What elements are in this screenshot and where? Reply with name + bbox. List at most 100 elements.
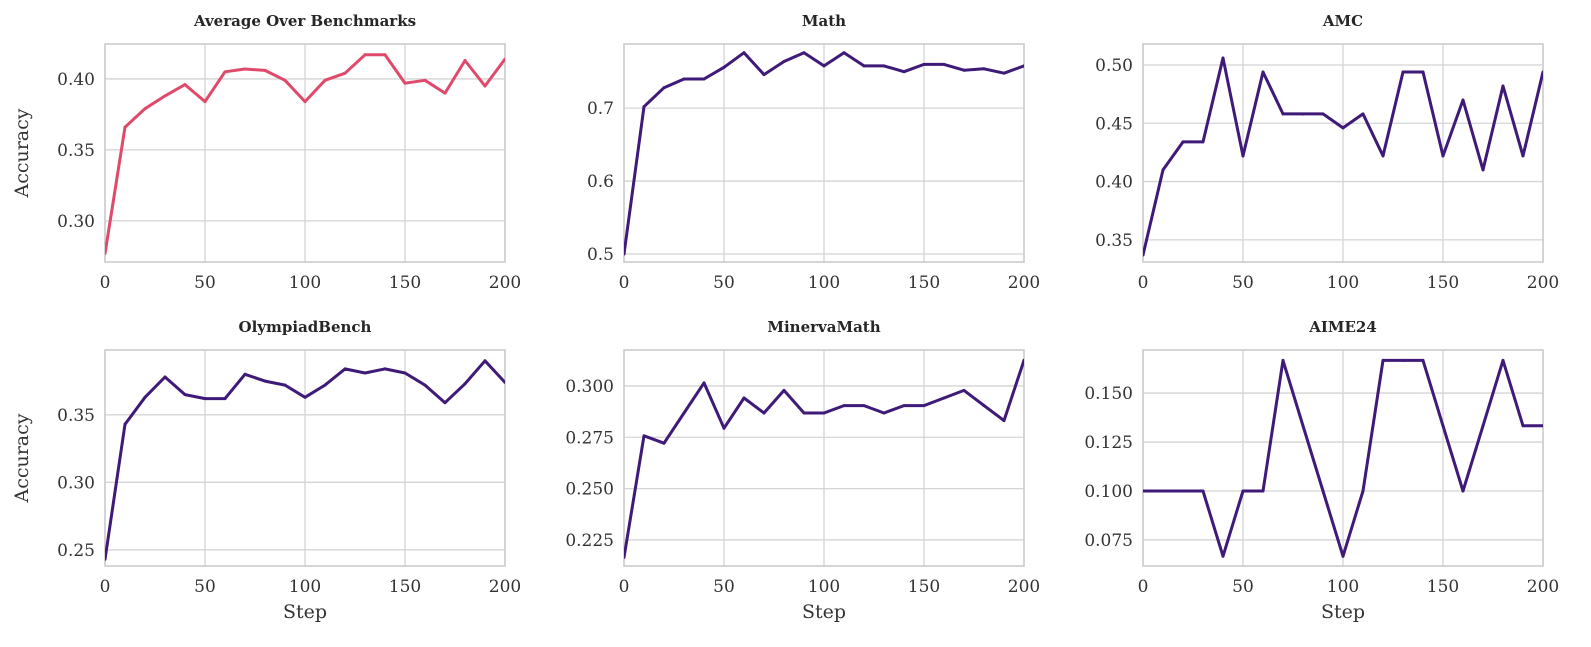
data-point [1341,126,1345,130]
data-point [143,107,147,111]
data-point [1401,358,1405,362]
data-point [1261,489,1265,493]
data-point [742,51,746,55]
y-tick-label: 0.35 [57,406,95,426]
axes-frame [623,43,1025,263]
x-tick-label: 100 [289,577,321,597]
x-tick-label: 100 [808,273,840,293]
x-axis-label: Step [802,601,846,623]
subplot-title: Math [802,12,846,30]
data-point [443,401,447,405]
data-point [1481,168,1485,172]
data-point [483,84,487,88]
data-point [802,411,806,415]
data-point [1361,489,1365,493]
data-point [303,100,307,104]
data-point [363,53,367,57]
x-tick-label: 150 [908,273,940,293]
data-point [1181,140,1185,144]
data-point [1022,358,1024,362]
data-point [1461,489,1465,493]
data-point [1521,154,1525,158]
data-point [642,105,646,109]
data-point [263,68,267,72]
data-point [1301,112,1305,116]
data-point [982,404,986,408]
x-tick-label: 100 [289,273,321,293]
data-point [443,91,447,95]
data-point [862,64,866,68]
y-tick-label: 0.35 [1095,231,1133,251]
axes-frame [1142,43,1544,263]
data-point [1361,112,1365,116]
data-point [702,381,706,385]
x-tick-label: 100 [808,577,840,597]
data-point [902,404,906,408]
data-point [243,372,247,376]
data-point [682,411,686,415]
data-point [1421,358,1425,362]
data-point [942,62,946,66]
data-point [722,65,726,69]
y-tick-label: 0.225 [565,531,614,551]
data-point [1022,64,1024,68]
data-point [624,555,626,559]
x-tick-label: 150 [389,577,421,597]
data-point [1541,70,1543,74]
data-point [822,64,826,68]
x-tick-label: 0 [619,273,630,293]
data-point [1281,358,1285,362]
data-point [203,397,207,401]
data-point [842,404,846,408]
x-tick-label: 0 [1138,273,1149,293]
data-point [1501,84,1505,88]
data-point [782,59,786,63]
y-tick-label: 0.45 [1095,114,1133,134]
axes-frame [623,349,1025,567]
x-tick-label: 150 [1427,273,1459,293]
y-tick-label: 0.30 [57,473,95,493]
data-point [882,411,886,415]
data-point [1261,70,1265,74]
data-point [223,397,227,401]
x-tick-label: 100 [1327,273,1359,293]
x-tick-label: 150 [389,273,421,293]
data-point [1161,489,1165,493]
data-point [503,57,505,61]
data-point [1221,554,1225,558]
data-point [624,252,626,256]
data-point [463,58,467,62]
data-point [742,396,746,400]
data-point [942,396,946,400]
data-point [762,411,766,415]
subplot-title: AIME24 [1308,318,1377,336]
y-tick-label: 0.30 [57,212,95,232]
data-point [1501,358,1505,362]
x-tick-label: 200 [489,273,521,293]
data-point [423,383,427,387]
y-tick-label: 0.075 [1084,531,1133,551]
subplot-3: 0 50 100 150 200 0.25 0.30 0.35 OlympiadBench Ste… [11,318,521,623]
data-point [423,78,427,82]
data-point [105,251,107,255]
data-point [1441,154,1445,158]
data-point [802,51,806,55]
data-point [263,379,267,383]
y-tick-label: 0.35 [57,141,95,161]
data-point [323,383,327,387]
y-tick-label: 0.300 [565,377,614,397]
data-point [882,64,886,68]
data-point [1143,489,1145,493]
data-point [662,441,666,445]
subplot-4: 0 50 100 150 200 0.225 0.250 0.275 0.300 MinervaM… [565,318,1040,623]
x-tick-label: 0 [100,577,111,597]
data-point [1321,489,1325,493]
y-tick-label: 0.40 [57,70,95,90]
x-tick-label: 150 [908,577,940,597]
data-point [922,62,926,66]
data-point [722,426,726,430]
subplot-title: MinervaMath [767,318,880,336]
data-point [283,78,287,82]
data-point [1401,70,1405,74]
data-point [1521,424,1525,428]
